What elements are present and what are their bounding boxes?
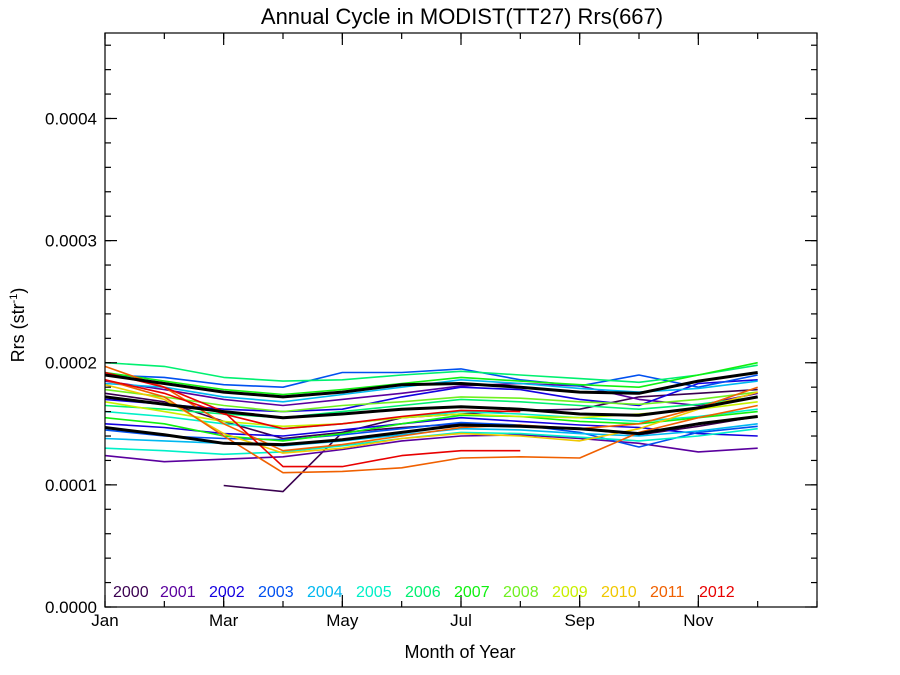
legend-entry-2005: 2005 [356, 584, 392, 601]
series-line-2008 [104, 388, 758, 413]
y-tick-label: 0.0001 [45, 476, 97, 495]
legend-entry-2003: 2003 [258, 584, 294, 601]
axis-ticks [104, 33, 818, 608]
reference-line-24 [104, 395, 758, 420]
legend-entry-2006: 2006 [405, 584, 441, 601]
series-line-2006 [104, 396, 758, 419]
reference-line-23 [104, 371, 758, 399]
y-tick-label: 0.0003 [45, 232, 97, 251]
legend-entry-2009: 2009 [552, 584, 588, 601]
legend: 2000 2001 2002 2003 2004 2005 2006 2007 2008 2009… [113, 584, 735, 601]
y-tick-label: 0.0000 [45, 598, 97, 617]
series-line-2002 [104, 416, 758, 437]
legend-entry-2001: 2001 [160, 584, 196, 601]
legend-entry-2008: 2008 [503, 584, 539, 601]
x-tick-label: Nov [683, 611, 714, 630]
series-line-2007 [104, 361, 758, 396]
x-axis-label: Month of Year [404, 642, 515, 662]
y-tick-label: 0.0002 [45, 354, 97, 373]
series-line-2001 [104, 380, 758, 407]
x-tick-label: Sep [565, 611, 595, 630]
series-line-2012 [104, 371, 521, 468]
legend-entry-2011: 2011 [650, 584, 685, 601]
y-axis-label-end: ) [8, 288, 28, 294]
series-line-2012 [104, 379, 521, 430]
x-tick-label: Jul [450, 611, 472, 630]
x-tick-label: May [326, 611, 359, 630]
series-line-2011 [104, 365, 758, 452]
legend-entry-2000: 2000 [113, 584, 149, 601]
legend-entry-2002: 2002 [209, 584, 245, 601]
y-tick-label: 0.0004 [45, 109, 97, 128]
legend-entry-2010: 2010 [601, 584, 637, 601]
series-line-2006 [104, 361, 758, 384]
series-line-2011 [104, 379, 758, 474]
chart-title: Annual Cycle in MODIST(TT27) Rrs(667) [261, 4, 663, 29]
series-line-2007 [104, 410, 758, 442]
axis-tick-labels: Jan Mar May Jul Sep Nov 0.0000 0.0001 0.0002 0.00… [45, 109, 714, 630]
series-line-2003 [104, 421, 758, 448]
legend-entry-2007: 2007 [454, 584, 490, 601]
legend-entry-2004: 2004 [307, 584, 343, 601]
series-line-2003 [104, 368, 758, 388]
y-axis-label-main: Rrs (str [8, 303, 28, 362]
legend-entry-2012: 2012 [699, 584, 735, 601]
x-tick-label: Mar [209, 611, 239, 630]
y-axis-label-sup: -1 [8, 294, 20, 304]
x-tick-label: Jan [91, 611, 118, 630]
reference-line-25 [104, 415, 758, 447]
series-line-2010 [104, 383, 758, 454]
y-axis-label: Rrs (str-1) [8, 288, 28, 363]
